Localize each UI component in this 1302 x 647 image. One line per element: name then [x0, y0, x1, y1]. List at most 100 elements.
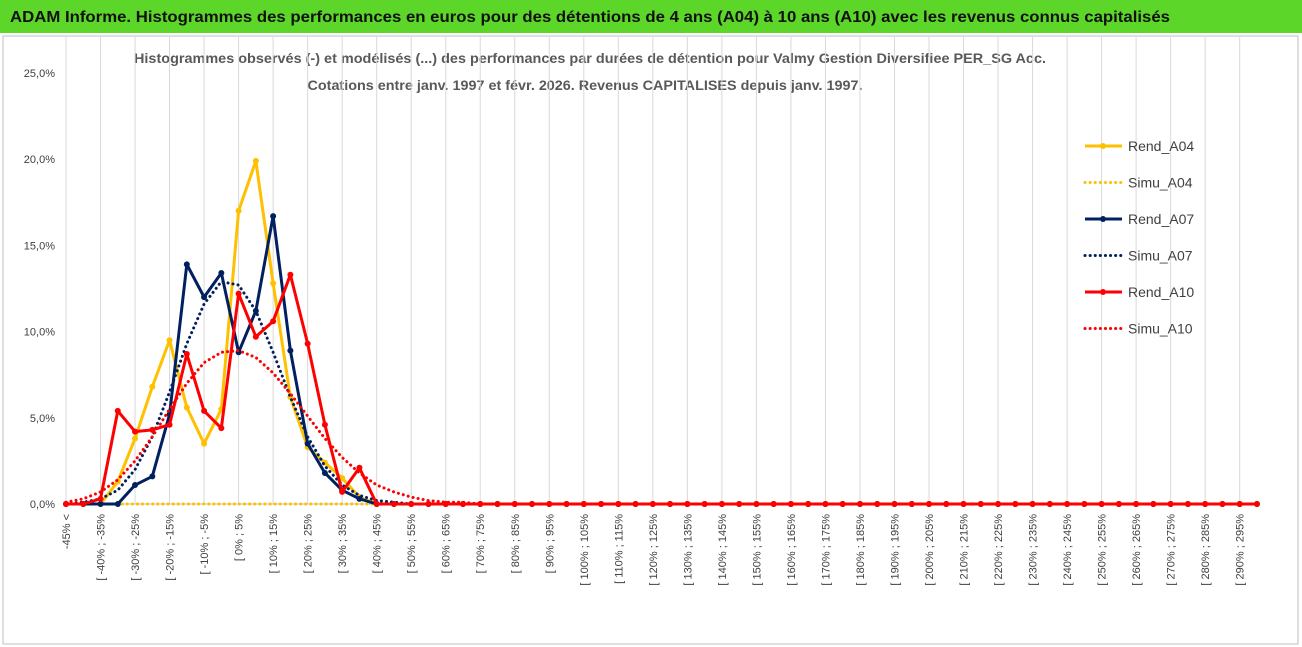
legend-label: Rend_A04 [1128, 138, 1194, 154]
point [287, 347, 294, 354]
x-tick-label: [ 220% ; 225% [993, 514, 1005, 586]
point [270, 318, 277, 325]
legend-marker [1100, 143, 1106, 149]
x-tick-label: [ 280% ; 285% [1200, 514, 1212, 586]
chart-subtitle: Cotations entre janv. 1997 et févr. 2026… [308, 78, 863, 93]
point [356, 464, 363, 471]
point [235, 290, 242, 297]
banner-title: ADAM Informe. Histogrammes des performan… [10, 9, 1170, 26]
x-tick-label: [ 60% ; 65% [441, 514, 453, 574]
point [529, 501, 536, 507]
x-tick-label: [ -20% ; -15% [165, 514, 177, 581]
point [97, 501, 104, 507]
x-tick-label: [ 170% ; 175% [820, 514, 832, 586]
x-tick-label: [ 110% ; 115% [613, 514, 625, 584]
point [114, 407, 121, 414]
point [580, 501, 587, 507]
x-tick-label: [ -30% ; -25% [130, 514, 142, 581]
point [201, 294, 208, 301]
y-tick-label: 25,0% [24, 68, 55, 80]
point [183, 404, 190, 411]
point [1202, 501, 1209, 507]
point [390, 501, 397, 507]
x-tick-label: [ 240% ; 245% [1062, 514, 1074, 586]
point [425, 501, 432, 507]
point [149, 473, 156, 480]
banner [0, 0, 1302, 33]
x-tick-label: [ 120% ; 125% [648, 514, 660, 586]
y-tick-label: 5,0% [30, 413, 55, 425]
x-tick-label: [ 180% ; 185% [855, 514, 867, 586]
point [1115, 501, 1122, 507]
y-tick-label: 10,0% [24, 327, 55, 339]
point [166, 337, 173, 344]
point [252, 333, 259, 340]
x-tick-label: [ 80% ; 85% [510, 514, 522, 574]
point [615, 501, 622, 507]
point [977, 501, 984, 507]
point [1167, 501, 1174, 507]
point [166, 421, 173, 428]
x-tick-label: [ 270% ; 275% [1166, 514, 1178, 586]
point [373, 501, 380, 507]
x-tick-label: [ 40% ; 45% [372, 514, 384, 574]
series-line [64, 349, 1259, 506]
x-tick-label: [ 230% ; 235% [1028, 514, 1040, 586]
point [80, 501, 87, 507]
x-tick-label: [ 190% ; 195% [889, 514, 901, 586]
point [218, 269, 225, 276]
point [270, 280, 277, 287]
chart-title: Histogrammes observés (-) et modélisés (… [134, 51, 1046, 66]
point [339, 475, 346, 482]
legend-label: Rend_A07 [1128, 211, 1194, 227]
legend-label: Rend_A10 [1128, 284, 1194, 300]
point [1064, 501, 1071, 507]
legend-marker [1100, 216, 1106, 222]
point [235, 207, 242, 214]
point [1029, 501, 1036, 507]
point [667, 501, 674, 507]
point [943, 501, 950, 507]
x-tick-label: [ 0% ; 5% [234, 514, 246, 561]
x-tick-label: [ -40% ; -35% [96, 514, 108, 581]
point [270, 213, 277, 220]
legend-label: Simu_A07 [1128, 248, 1193, 264]
y-tick-label: 15,0% [24, 240, 55, 252]
point [839, 501, 846, 507]
x-tick-label: [ 200% ; 205% [924, 514, 936, 586]
x-tick-label: [ 130% ; 135% [682, 514, 694, 586]
point [321, 469, 328, 476]
legend-marker [1100, 289, 1106, 295]
point [97, 495, 104, 502]
point [149, 383, 156, 390]
point [287, 271, 294, 278]
point [304, 340, 311, 347]
point [218, 425, 225, 432]
point [494, 501, 501, 507]
point [183, 351, 190, 358]
x-tick-label: [ 290% ; 295% [1235, 514, 1247, 586]
x-tick-label: [ 260% ; 265% [1131, 514, 1143, 586]
x-tick-label: [ 90% ; 95% [544, 514, 556, 574]
x-tick-label: [ 70% ; 75% [475, 514, 487, 574]
x-tick-label: [ 150% ; 155% [751, 514, 763, 586]
chart-frame [2, 35, 1299, 645]
y-tick-label: 0,0% [30, 499, 55, 511]
x-tick-label: [ -10% ; -5% [199, 514, 211, 575]
x-tick-label: [ 100% ; 105% [579, 514, 591, 586]
point [753, 501, 760, 507]
point [408, 501, 415, 507]
x-tick-label: [ 10% ; 15% [268, 514, 280, 574]
point [805, 501, 812, 507]
point [201, 440, 208, 447]
point [321, 421, 328, 428]
point [1253, 501, 1260, 507]
point [149, 426, 156, 433]
point [718, 501, 725, 507]
legend-label: Simu_A04 [1128, 175, 1193, 191]
x-tick-label: [ 20% ; 25% [303, 514, 315, 574]
x-tick-label: [ 140% ; 145% [717, 514, 729, 586]
point [891, 501, 898, 507]
point [132, 435, 139, 442]
